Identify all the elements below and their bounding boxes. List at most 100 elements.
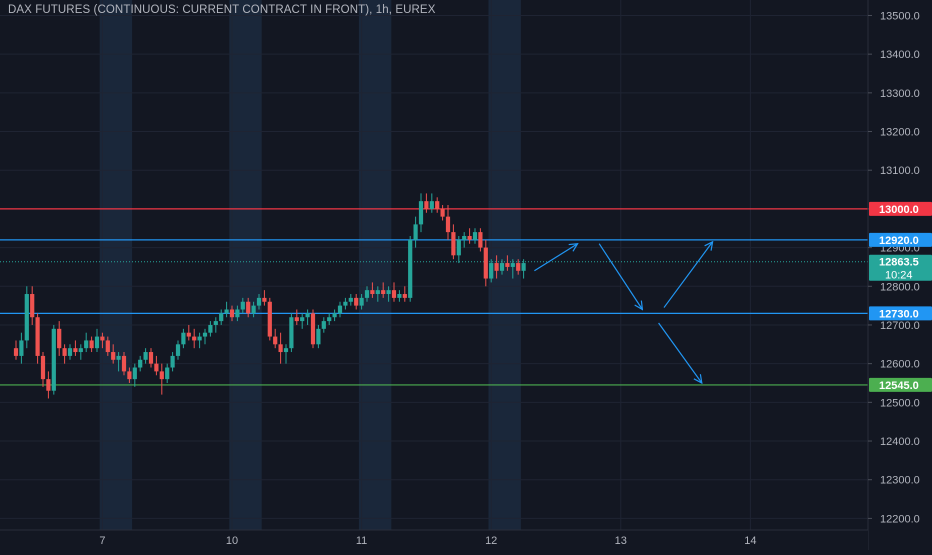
y-tick-label: 12800.0 [880,281,920,293]
candle-body [165,367,170,380]
candle [273,328,278,349]
candle-body [337,305,343,314]
candle [321,317,326,333]
candle-body [462,235,467,240]
last-price-label-bg [869,254,932,281]
candle [78,344,83,360]
candle-body [262,297,267,302]
y-tick-label: 13300.0 [880,88,920,100]
candle-body [84,340,89,349]
candle-body [424,201,429,209]
candle [89,336,94,353]
candle-body [359,297,364,306]
candle [343,297,348,310]
candle [246,297,251,318]
candle-body [370,290,375,295]
candle [489,259,494,283]
level-label-bg [869,306,932,321]
candle [127,367,132,383]
candle-body [202,332,208,337]
candle-body [121,355,127,372]
candle-body [148,352,154,364]
candle [165,363,170,383]
candle-body [402,294,407,298]
session-band [99,0,133,530]
y-tick-label: 12300.0 [880,475,920,487]
candle-body [343,301,348,306]
x-tick-label: 14 [744,535,756,547]
candle [337,301,343,318]
candle [121,352,127,376]
candle-body [235,309,240,318]
candle-body [57,328,62,349]
chart-title: DAX FUTURES (CONTINUOUS: CURRENT CONTRAC… [8,4,436,16]
candle [364,286,370,302]
candle-body [24,294,29,341]
level-label: 13000.0 [879,204,919,216]
candle-body [256,297,262,306]
y-tick-label: 12600.0 [880,359,920,371]
candle [159,363,164,395]
candle-body [283,348,289,353]
level-label-bg [869,201,932,216]
x-tick-label: 7 [99,535,105,547]
candle [175,340,181,360]
candle [354,294,359,310]
candle-body [499,263,505,271]
candle-body [364,290,370,298]
candle-body [413,224,418,240]
candle-body [305,313,310,318]
y-tick-label: 13100.0 [880,165,920,177]
candle-body [181,332,186,345]
candle-body [408,239,413,298]
candle [456,235,461,264]
candle-body [197,336,202,341]
candle-body [510,263,515,267]
candle [256,294,262,310]
candle [483,239,488,287]
candle-body [78,348,83,353]
candle-body [478,232,483,248]
projection-arrow [658,322,702,383]
candle [30,286,35,325]
candle [391,282,397,302]
candle-body [116,355,121,360]
candle-body [397,294,402,298]
candle-body [35,317,40,356]
candle-body [381,290,386,295]
candle-body [273,336,278,345]
candle [13,340,19,360]
candle-body [73,348,78,353]
candle [294,309,299,325]
x-tick-label: 11 [356,535,367,547]
candle [132,363,137,387]
countdown-label: 10:24 [885,270,913,282]
candle [429,193,434,213]
candle-body [192,336,197,341]
candle [467,228,472,244]
level-label: 12730.0 [879,308,919,320]
candle [310,309,316,349]
candle-body [354,297,359,306]
candle-body [154,363,159,372]
candle [521,259,526,279]
candle-body [429,201,434,209]
projection-arrow [598,243,642,310]
candle [494,255,499,279]
candle [181,328,186,349]
candle [197,332,202,349]
level-label: 12545.0 [879,380,919,392]
candle-body [483,247,488,279]
candle [440,205,445,221]
candle [192,328,197,349]
candle-body [489,263,494,279]
candle-body [300,317,305,322]
candle-body [224,309,229,314]
candle-body [294,317,299,322]
candle [445,205,451,240]
candle [305,309,310,325]
y-tick-label: 12400.0 [880,436,920,448]
candle [478,228,483,252]
